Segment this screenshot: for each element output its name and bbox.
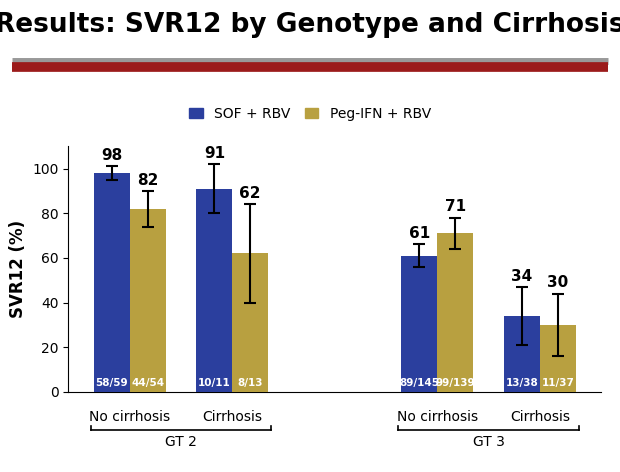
Text: No cirrhosis: No cirrhosis xyxy=(397,410,478,423)
Text: 34: 34 xyxy=(512,269,533,284)
Text: GT 3: GT 3 xyxy=(472,435,505,449)
Text: 71: 71 xyxy=(445,199,466,214)
Bar xyxy=(197,189,232,392)
Text: 11/37: 11/37 xyxy=(541,379,574,388)
Text: 30: 30 xyxy=(547,275,569,290)
Bar xyxy=(437,233,473,392)
Text: Cirrhosis: Cirrhosis xyxy=(202,410,262,423)
Bar xyxy=(232,253,268,392)
Bar xyxy=(94,173,130,392)
Bar xyxy=(540,325,576,392)
Text: 89/145: 89/145 xyxy=(399,379,440,388)
Text: 62: 62 xyxy=(239,186,261,201)
Text: 13/38: 13/38 xyxy=(505,379,538,388)
Text: No cirrhosis: No cirrhosis xyxy=(89,410,170,423)
Text: 10/11: 10/11 xyxy=(198,379,231,388)
Text: 58/59: 58/59 xyxy=(95,379,128,388)
Text: 44/54: 44/54 xyxy=(131,379,164,388)
Y-axis label: SVR12 (%): SVR12 (%) xyxy=(9,220,27,318)
Text: Results: SVR12 by Genotype and Cirrhosis: Results: SVR12 by Genotype and Cirrhosis xyxy=(0,12,620,38)
Bar xyxy=(504,316,540,392)
Text: 82: 82 xyxy=(137,173,158,187)
Bar xyxy=(130,209,166,392)
Text: 98: 98 xyxy=(101,148,122,163)
Text: Cirrhosis: Cirrhosis xyxy=(510,410,570,423)
Text: GT 2: GT 2 xyxy=(165,435,197,449)
Text: 91: 91 xyxy=(204,146,225,161)
Text: 61: 61 xyxy=(409,226,430,241)
Text: 99/139: 99/139 xyxy=(435,379,475,388)
Legend: SOF + RBV, Peg-IFN + RBV: SOF + RBV, Peg-IFN + RBV xyxy=(184,101,436,126)
Bar xyxy=(402,256,437,392)
Text: 8/13: 8/13 xyxy=(237,379,263,388)
